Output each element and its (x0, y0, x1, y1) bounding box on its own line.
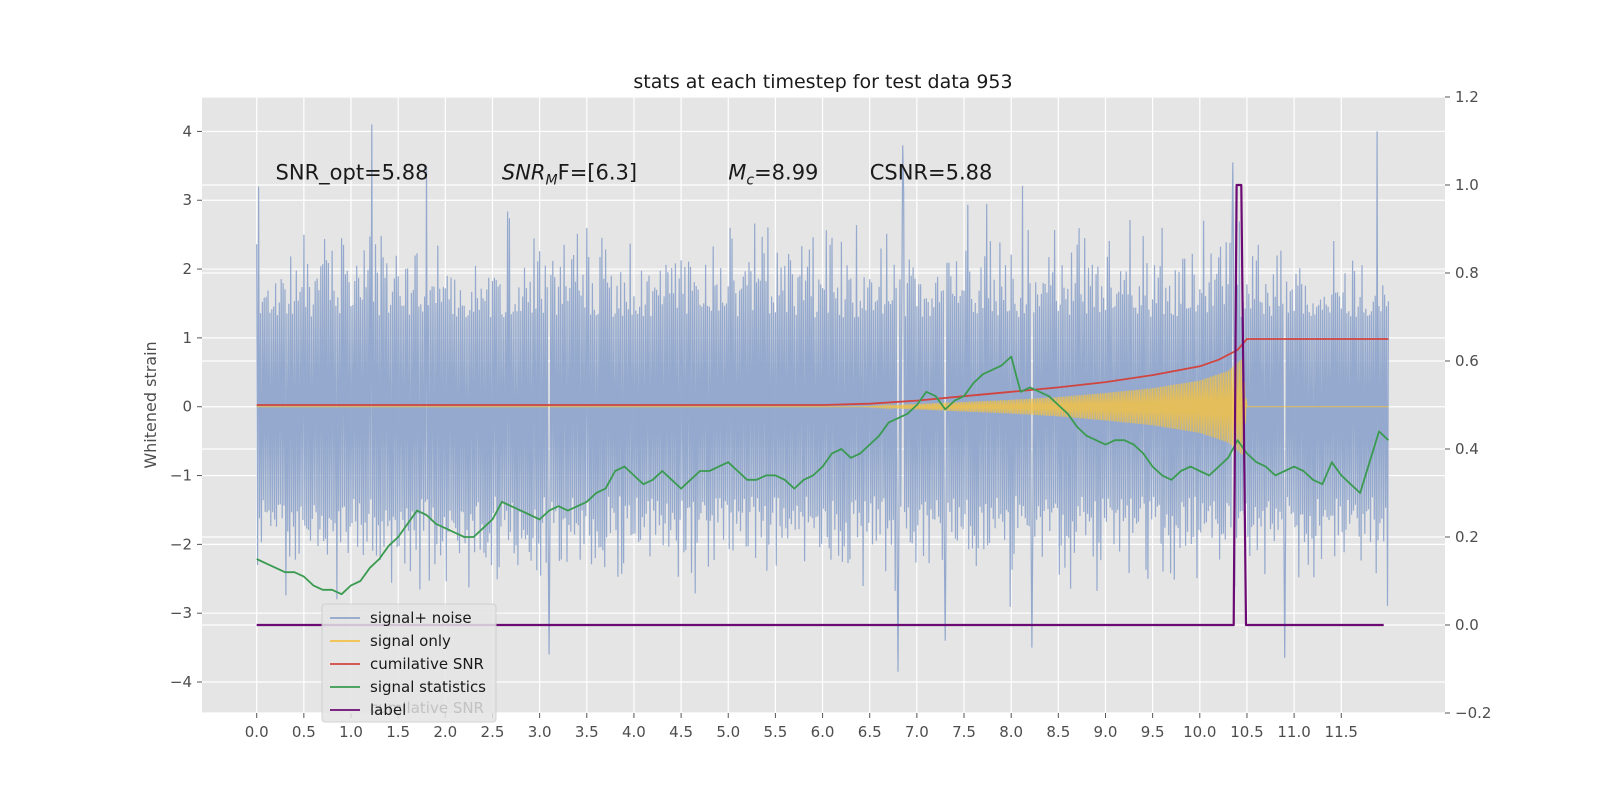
y-tick-label: 3 (182, 191, 192, 209)
x-tick-label: 4.0 (622, 723, 646, 741)
y-tick-label: −2 (170, 535, 192, 553)
legend-box (321, 603, 497, 723)
y2-tick-label: 1.2 (1455, 88, 1479, 106)
x-tick-label: 2.5 (481, 723, 505, 741)
x-tick-label: 11.0 (1277, 723, 1310, 741)
x-tick-label: 4.5 (669, 723, 693, 741)
y2-tick-label: 0.2 (1455, 528, 1479, 546)
x-tick-label: 7.5 (952, 723, 976, 741)
series-layer (256, 124, 1390, 672)
axis-layer: 0.0 0.5 1.0 1.5 2.0 2.5 3.0 3.5 4.0 4.5 5.0 5.5 6.0 6… (170, 88, 1492, 741)
y-tick-label: −3 (170, 604, 192, 622)
annotation-4: CSNR=5.88 (870, 161, 993, 185)
legend-entry: cumilative SNR (370, 655, 484, 673)
series-signal-noise (256, 124, 1389, 672)
legend-entry: signal only (370, 632, 451, 650)
legend-entry: label (370, 701, 406, 719)
y2-tick-label: 0.4 (1455, 440, 1479, 458)
x-tick-label: 8.5 (1046, 723, 1070, 741)
x-tick-label: 10.5 (1230, 723, 1263, 741)
legend-entry: signal statistics (370, 678, 486, 696)
x-tick-label: 3.0 (528, 723, 552, 741)
y-tick-label: 2 (182, 260, 192, 278)
x-tick-label: 0.5 (292, 723, 316, 741)
annotation-3: Mc=8.99 (728, 161, 818, 189)
series-signal-statistics (256, 355, 1390, 596)
y-axis-label: Whitened strain (141, 341, 160, 468)
x-tick-label: 5.0 (716, 723, 740, 741)
y2-tick-label: 0.8 (1455, 264, 1479, 282)
x-tick-label: 6.5 (858, 723, 882, 741)
y2-tick-label: 1.0 (1455, 176, 1479, 194)
legend-ghost-text: cumilative SNR (370, 699, 484, 717)
series-signal-only (256, 359, 1389, 455)
legend-entry: signal+ noise (370, 609, 472, 627)
y-tick-label: 4 (182, 122, 192, 140)
x-tick-label: 9.0 (1094, 723, 1118, 741)
x-tick-label: 7.0 (905, 723, 929, 741)
x-tick-label: 6.0 (811, 723, 835, 741)
y-tick-label: 1 (182, 329, 192, 347)
y-tick-label: 0 (182, 398, 192, 416)
x-tick-label: 1.5 (386, 723, 410, 741)
x-tick-label: 9.5 (1141, 723, 1165, 741)
x-tick-label: 1.0 (339, 723, 363, 741)
y-tick-label: −1 (170, 467, 192, 485)
x-tick-label: 8.0 (999, 723, 1023, 741)
x-tick-label: 5.5 (763, 723, 787, 741)
legend: cumilative SNR signal+ noise signal only cu… (321, 603, 497, 723)
annotation-layer: SNR_opt=5.88 SNRMF=[6.3] Mc=8.99 CSNR=5.88 (276, 161, 993, 189)
annotation-2: SNRMF=[6.3] (502, 161, 637, 189)
series-cumulative-snr (256, 338, 1389, 406)
y2-tick-label: −0.2 (1455, 704, 1491, 722)
x-tick-label: 0.0 (245, 723, 269, 741)
y2-tick-label: 0.0 (1455, 616, 1479, 634)
y2-tick-label: 0.6 (1455, 352, 1479, 370)
x-tick-label: 10.0 (1183, 723, 1216, 741)
chart-title: stats at each timestep for test data 953 (633, 71, 1012, 93)
x-tick-label: 3.5 (575, 723, 599, 741)
x-tick-label: 2.0 (433, 723, 457, 741)
annotation-1: SNR_opt=5.88 (276, 161, 429, 186)
x-tick-label: 11.5 (1325, 723, 1358, 741)
series-label (256, 183, 1384, 627)
y-tick-label: −4 (170, 673, 192, 691)
